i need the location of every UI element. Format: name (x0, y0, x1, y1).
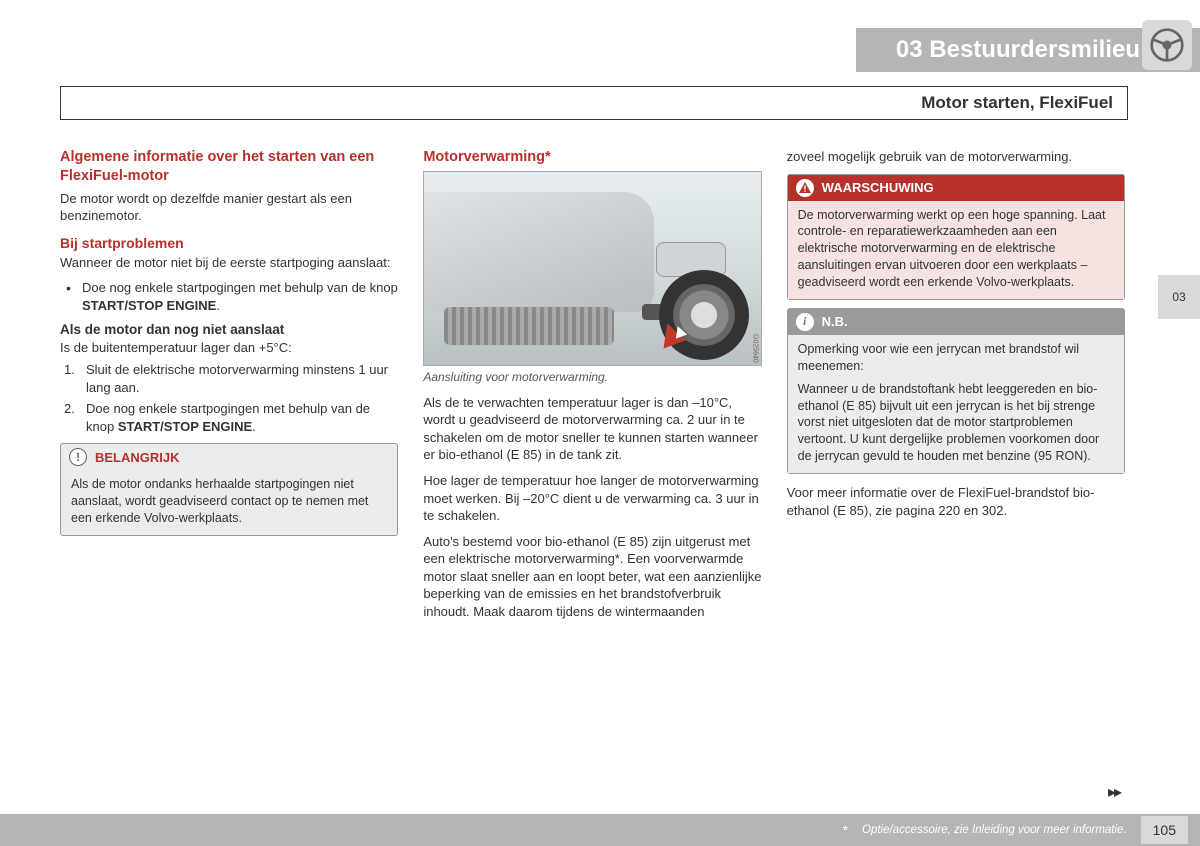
exclamation-icon: ! (69, 448, 87, 466)
list-item: Sluit de elektrische motorverwarming min… (60, 361, 398, 396)
car-body-shape (423, 192, 654, 312)
page-container: 03 Bestuurdersmilieu Motor starten, Flex… (0, 0, 1200, 846)
chapter-tab-label: 03 (1172, 290, 1185, 304)
image-code: G025640 (752, 334, 759, 363)
heading-start-problems: Bij startproblemen (60, 235, 398, 251)
important-body: Als de motor ondanks herhaalde startpogi… (61, 470, 397, 535)
text: Voor meer informatie over de FlexiFuel-b… (787, 484, 1125, 519)
numbered-list: Sluit de elektrische motorverwarming min… (60, 361, 398, 435)
figure-caption: Aansluiting voor motorverwarming. (423, 370, 761, 384)
grille-shape (444, 307, 614, 345)
text: Wanneer de motor niet bij de eerste star… (60, 254, 398, 272)
column-1: Algemene informatie over het starten van… (60, 148, 398, 628)
chapter-title: 03 Bestuurdersmilieu (896, 36, 1140, 64)
footer-bar: * Optie/accessoire, zie Inleiding voor m… (0, 814, 1200, 846)
text: zoveel mogelijk gebruik van de motorverw… (787, 148, 1125, 166)
section-title-bar: Motor starten, FlexiFuel (60, 86, 1128, 120)
text: Als de te verwachten temperatuur lager i… (423, 394, 761, 464)
page-number: 105 (1141, 816, 1188, 844)
column-3: zoveel mogelijk gebruik van de motorverw… (787, 148, 1125, 628)
content-columns: Algemene informatie over het starten van… (60, 148, 1125, 628)
heading-engine-heater: Motorverwarming* (423, 148, 761, 167)
warning-body: De motorverwarming werkt op een hoge spa… (788, 201, 1124, 299)
important-title: BELANGRIJK (95, 450, 180, 465)
text: Hoe lager de temperatuur hoe langer de m… (423, 472, 761, 525)
important-header: ! BELANGRIJK (61, 444, 397, 470)
warning-title: WAARSCHUWING (822, 180, 934, 195)
continuation-arrows-icon: ▸▸ (1108, 782, 1120, 802)
heading-general-info: Algemene informatie over het starten van… (60, 148, 398, 186)
text: Is de buitentemperatuur lager dan +5°C: (60, 339, 398, 357)
text: Auto's bestemd voor bio-ethanol (E 85) z… (423, 533, 761, 621)
warning-header: WAARSCHUWING (788, 175, 1124, 201)
warning-icon (796, 179, 814, 197)
subheading: Als de motor dan nog niet aanslaat (60, 322, 398, 337)
wheel-shape (659, 270, 749, 360)
chapter-tab: 03 (1158, 275, 1200, 319)
section-title: Motor starten, FlexiFuel (921, 93, 1113, 112)
list-item: Doe nog enkele startpogingen met behulp … (60, 400, 398, 435)
figure-engine-heater-connector: G025640 (423, 171, 761, 366)
text: Wanneer u de brandstoftank hebt leeggere… (798, 381, 1114, 465)
text: De motor wordt op dezelfde manier gestar… (60, 190, 398, 225)
steering-wheel-icon (1142, 20, 1192, 70)
note-body: Opmerking voor wie een jerrycan met bran… (788, 335, 1124, 473)
note-box: i N.B. Opmerking voor wie een jerrycan m… (787, 308, 1125, 474)
note-header: i N.B. (788, 309, 1124, 335)
info-icon: i (796, 313, 814, 331)
text: Opmerking voor wie een jerrycan met bran… (798, 341, 1114, 375)
asterisk-icon: * (843, 822, 848, 838)
column-2: Motorverwarming* G025640 Aansluiting voo… (423, 148, 761, 628)
footer-note: Optie/accessoire, zie Inleiding voor mee… (862, 824, 1127, 836)
list-item: Doe nog enkele startpogingen met behulp … (60, 279, 398, 314)
important-box: ! BELANGRIJK Als de motor ondanks herhaa… (60, 443, 398, 536)
warning-box: WAARSCHUWING De motorverwarming werkt op… (787, 174, 1125, 300)
bullet-list: Doe nog enkele startpogingen met behulp … (60, 279, 398, 314)
note-title: N.B. (822, 314, 848, 329)
